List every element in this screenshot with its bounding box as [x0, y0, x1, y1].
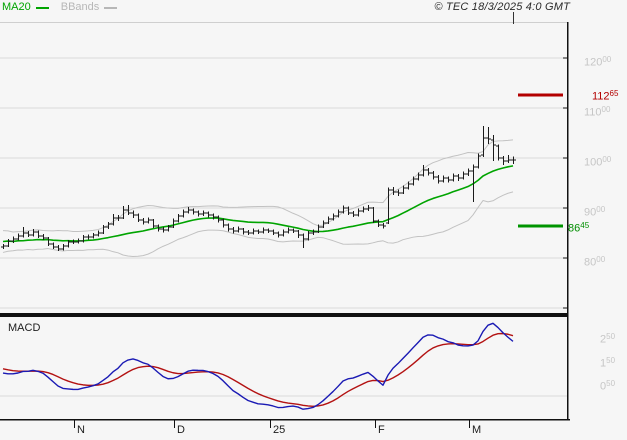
- macd-label-150: 150: [600, 355, 616, 370]
- panel-separator: [0, 313, 568, 317]
- price-label-110: 11000: [584, 105, 611, 119]
- month-label-march: M: [472, 424, 482, 436]
- price-label-100: 10000: [584, 155, 612, 169]
- legend-ma20: MA20: [2, 1, 49, 14]
- legend-bbands: BBands: [61, 1, 118, 14]
- macd-lines: [2, 322, 514, 410]
- month-label-february: F: [378, 424, 385, 436]
- bollinger-bands: [2, 139, 514, 257]
- legend-ma20-dash: [35, 6, 49, 9]
- month-label-january-2025: 25: [273, 424, 286, 436]
- legend-bbands-label: BBands: [60, 1, 100, 13]
- macd-panel-title: MACD: [8, 322, 41, 334]
- legend-bbands-dash: [104, 6, 118, 9]
- legend-ma20-label: MA20: [2, 1, 31, 13]
- macd-label-250: 250: [600, 332, 616, 346]
- price-label-90: 9000: [584, 205, 606, 219]
- month-label-november: N: [77, 424, 85, 436]
- price-label-80: 8000: [584, 255, 606, 269]
- resistance-level-label: 11265: [592, 88, 619, 103]
- price-label-120: 12000: [584, 55, 612, 69]
- ma20-line: [2, 165, 514, 243]
- candlesticks: [1, 126, 516, 251]
- month-label-december: D: [177, 424, 185, 436]
- macd-label-050: 050: [600, 379, 616, 393]
- chart-legend: MA20 BBands: [2, 1, 118, 14]
- support-level-label: 8645: [568, 220, 590, 235]
- gridlines: [0, 22, 568, 397]
- copyright-timestamp: © TEC 18/3/2025 4:0 GMT: [434, 1, 570, 13]
- axes: [0, 12, 570, 428]
